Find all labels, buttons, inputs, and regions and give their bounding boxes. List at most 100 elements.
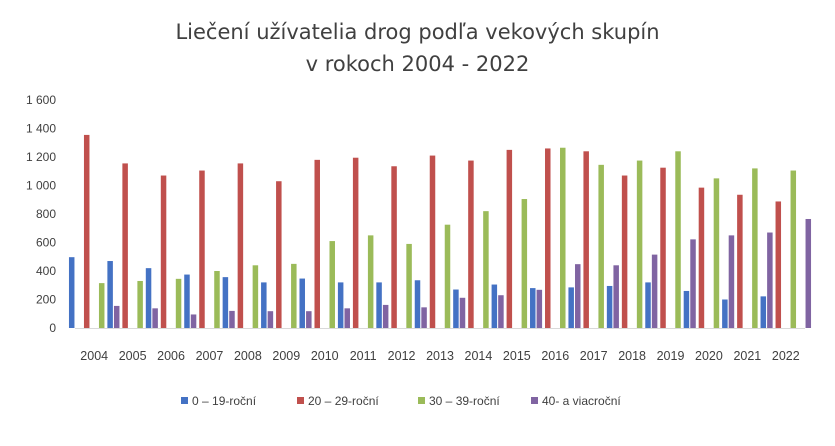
x-tick-label: 2004	[80, 349, 108, 363]
bar-2-2009	[276, 181, 282, 328]
bar-2-2020	[698, 187, 705, 328]
x-tick-label: 2007	[196, 349, 224, 363]
bar-2-2016	[545, 148, 551, 328]
bar-2-2014	[468, 160, 474, 328]
bar-1-2010	[299, 278, 305, 328]
bar-3-2009	[291, 263, 297, 328]
bar-2-2021	[737, 194, 743, 328]
bar-2-2012	[391, 166, 397, 328]
legend-label: 20 – 29-roční	[308, 394, 379, 408]
bar-2-2010	[314, 159, 320, 328]
bar-1-2014	[453, 289, 459, 328]
x-tick-label: 2015	[503, 349, 531, 363]
bar-3-2022	[790, 170, 797, 328]
bar-3-2004	[98, 283, 105, 328]
legend-swatch	[418, 397, 425, 404]
x-tick-label: 2013	[426, 349, 454, 363]
bar-2-2022	[775, 201, 782, 328]
bar-1-2007	[184, 274, 190, 328]
bar-4-2013	[459, 297, 466, 328]
bar-4-2021	[767, 232, 773, 328]
bar-4-2004	[113, 305, 120, 328]
bar-4-2007	[229, 310, 235, 328]
bar-1-2005	[107, 261, 113, 328]
bar-4-2018	[651, 254, 658, 328]
x-tick-label: 2010	[311, 349, 339, 363]
bar-4-2009	[306, 311, 312, 328]
legend-label: 0 – 19-roční	[192, 394, 257, 408]
x-tick-label: 2018	[618, 349, 646, 363]
bar-1-2011	[337, 282, 344, 328]
y-tick-label: 0	[49, 321, 56, 335]
bar-2-2019	[660, 167, 666, 328]
bar-1-2016	[530, 288, 536, 328]
x-tick-label: 2006	[157, 349, 185, 363]
bar-2-2015	[506, 149, 513, 328]
y-tick-label: 200	[36, 293, 56, 307]
bar-1-2006	[145, 268, 152, 328]
bar-4-2014	[498, 295, 504, 328]
bar-1-2013	[414, 280, 421, 328]
bar-3-2018	[636, 160, 643, 328]
bar-3-2010	[329, 241, 335, 328]
bar-4-2005	[152, 308, 158, 328]
bar-3-2007	[214, 271, 220, 328]
bar-4-2015	[536, 289, 543, 328]
bar-1-2019	[645, 282, 651, 328]
bar-1-2009	[261, 282, 267, 328]
bar-2-2013	[429, 155, 436, 328]
x-tick-label: 2011	[350, 349, 377, 363]
y-tick-label: 800	[36, 207, 56, 221]
bar-1-2018	[606, 285, 613, 328]
bar-1-2015	[491, 284, 498, 328]
bar-1-2017	[568, 287, 574, 328]
y-tick-label: 1 000	[26, 179, 56, 193]
x-tick-label: 2017	[580, 349, 608, 363]
bar-3-2016	[560, 147, 566, 328]
bar-4-2011	[382, 304, 389, 328]
x-tick-label: 2020	[695, 349, 723, 363]
x-tick-label: 2019	[657, 349, 685, 363]
bar-3-2006	[175, 278, 182, 328]
bar-2-2017	[583, 151, 589, 328]
bar-1-2008	[222, 277, 229, 328]
x-tick-label: 2008	[234, 349, 262, 363]
x-axis: 2004 2005 2006 2007 2008 2009 2010 2011 2012 2013…	[75, 328, 805, 363]
chart-title: Liečení užívatelia drog podľa vekových s…	[175, 20, 660, 44]
bar-3-2019	[675, 151, 681, 328]
bar-3-2021	[752, 168, 758, 328]
bar-4-2022	[805, 218, 812, 328]
bar-3-2008	[252, 265, 259, 328]
y-axis: 1 600 1 400 1 200 1 000 800 600 400 200 0	[26, 93, 56, 335]
legend-swatch	[531, 397, 538, 404]
bar-3-2012	[406, 243, 412, 328]
legend-label: 30 – 39-roční	[429, 394, 500, 408]
y-tick-label: 1 600	[26, 93, 56, 107]
x-tick-label: 2016	[541, 349, 569, 363]
x-tick-label: 2005	[119, 349, 147, 363]
bar-2-2011	[352, 157, 359, 328]
y-tick-label: 1 200	[26, 150, 56, 164]
bar-2-2004	[83, 134, 90, 328]
bar-1-2020	[683, 290, 690, 328]
x-tick-label: 2022	[772, 349, 800, 363]
chart-subtitle: v rokoch 2004 - 2022	[305, 52, 530, 76]
bar-4-2016	[575, 264, 581, 328]
bar-2-2005	[122, 163, 128, 328]
bar-2-2018	[621, 175, 628, 328]
x-tick-label: 2012	[388, 349, 416, 363]
x-tick-label: 2009	[272, 349, 300, 363]
bar-4-2012	[421, 307, 427, 328]
bar-3-2015	[521, 199, 528, 328]
bar-2-2008	[237, 163, 244, 328]
bar-3-2020	[713, 178, 720, 328]
bar-3-2013	[444, 224, 451, 328]
bar-3-2005	[137, 280, 143, 328]
legend-swatch	[181, 397, 188, 404]
bar-3-2014	[483, 211, 489, 328]
bar-3-2011	[367, 235, 374, 328]
bar-1-2022	[760, 296, 767, 328]
bar-4-2019	[690, 239, 696, 328]
